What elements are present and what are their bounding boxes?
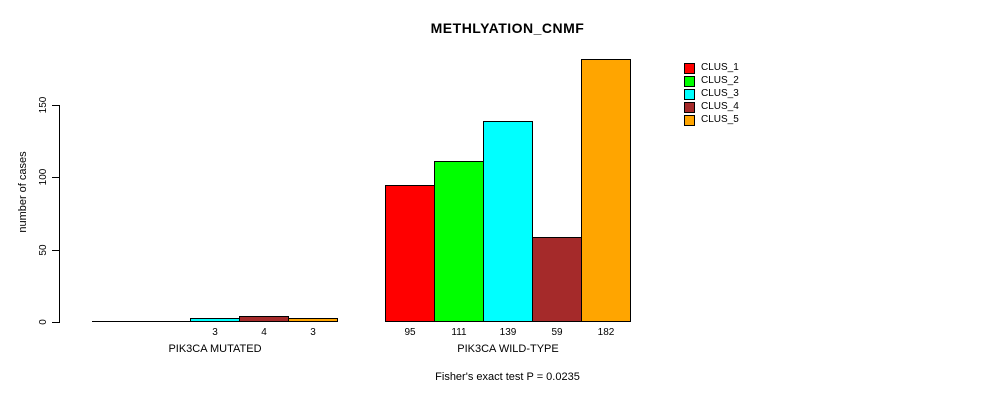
legend-swatch-clus_4: [684, 102, 695, 113]
bar-value-label: 3: [310, 327, 316, 338]
bar-value-label: 4: [261, 327, 267, 338]
bar-clus_1-pik3ca-mutated: [92, 321, 142, 322]
bar-value-label: 59: [551, 327, 563, 338]
y-tick-label: 0: [38, 319, 49, 325]
legend-label-clus_2: CLUS_2: [701, 75, 739, 86]
legend-swatch-clus_3: [684, 89, 695, 100]
legend-label-clus_5: CLUS_5: [701, 114, 739, 125]
bar-value-label: 139: [499, 327, 517, 338]
legend-swatch-clus_2: [684, 76, 695, 87]
y-tick-label: 50: [38, 244, 49, 256]
legend-label-clus_3: CLUS_3: [701, 88, 739, 99]
bar-clus_1-pik3ca-wild-type: [385, 185, 435, 322]
y-tick: [52, 177, 59, 178]
bar-clus_2-pik3ca-wild-type: [434, 161, 484, 322]
bar-clus_3-pik3ca-mutated: [190, 318, 240, 322]
bar-clus_2-pik3ca-mutated: [141, 321, 191, 322]
y-axis-title: number of cases: [17, 151, 29, 233]
legend-swatch-clus_5: [684, 115, 695, 126]
y-axis-line: [59, 105, 60, 323]
fisher-test-annotation: Fisher's exact test P = 0.0235: [435, 371, 580, 383]
bar-value-label: 111: [451, 327, 467, 338]
x-category-label-mutated: PIK3CA MUTATED: [168, 343, 262, 355]
bar-clus_5-pik3ca-mutated: [288, 318, 338, 322]
bar-clus_3-pik3ca-wild-type: [483, 121, 533, 322]
legend-swatch-clus_1: [684, 63, 695, 74]
y-tick: [52, 322, 59, 323]
bar-clus_5-pik3ca-wild-type: [581, 59, 631, 322]
bar-value-label: 3: [212, 327, 218, 338]
bar-value-label: 182: [597, 327, 615, 338]
y-tick: [52, 105, 59, 106]
bar-value-label: 95: [404, 327, 416, 338]
bar-clus_4-pik3ca-wild-type: [532, 237, 582, 322]
bar-clus_4-pik3ca-mutated: [239, 316, 289, 322]
legend-label-clus_1: CLUS_1: [701, 62, 739, 73]
y-tick-label: 150: [38, 96, 49, 114]
x-category-label-wildtype: PIK3CA WILD-TYPE: [457, 343, 559, 355]
y-tick: [52, 250, 59, 251]
legend-label-clus_4: CLUS_4: [701, 101, 739, 112]
y-tick-label: 100: [38, 168, 49, 186]
chart-title: METHLYATION_CNMF: [430, 20, 585, 36]
